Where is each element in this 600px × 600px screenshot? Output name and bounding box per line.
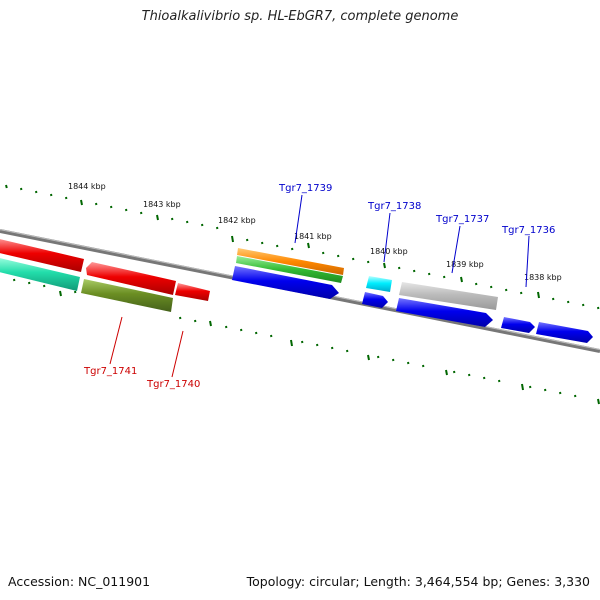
gene-teal-left[interactable] bbox=[0, 257, 80, 291]
tick-label-1839: 1839 kbp bbox=[446, 260, 484, 269]
leader-tgr7-1741 bbox=[109, 316, 123, 365]
leader-tgr7-1737 bbox=[451, 225, 461, 274]
tick-label-1844: 1844 kbp bbox=[68, 182, 106, 191]
outer-major-tick bbox=[80, 199, 83, 206]
inner-tick-track bbox=[13, 278, 600, 405]
inner-major-tick bbox=[367, 354, 370, 361]
tick-label-1841: 1841 kbp bbox=[294, 232, 332, 241]
outer-major-tick bbox=[460, 276, 463, 283]
gene-tgr7-1738-body[interactable] bbox=[366, 276, 392, 292]
leader-tgr7-1736 bbox=[525, 235, 530, 288]
tick-label-1838: 1838 kbp bbox=[524, 273, 562, 282]
inner-major-tick bbox=[597, 398, 600, 405]
outer-major-tick bbox=[307, 242, 310, 249]
leader-tgr7-1740 bbox=[171, 330, 184, 378]
gene-blue-small[interactable] bbox=[362, 292, 388, 308]
gene-green[interactable] bbox=[236, 256, 343, 283]
tick-label-1842: 1842 kbp bbox=[218, 216, 256, 225]
gene-orange[interactable] bbox=[237, 248, 344, 275]
gene-tgr7-1740-body[interactable] bbox=[81, 279, 173, 312]
label-tgr7-1740[interactable]: Tgr7_1740 bbox=[146, 379, 200, 390]
inner-major-tick bbox=[209, 320, 212, 327]
genome-summary-text: Topology: circular; Length: 3,464,554 bp… bbox=[246, 574, 590, 589]
label-tgr7-1737[interactable]: Tgr7_1737 bbox=[435, 214, 489, 225]
tick-label-1843: 1843 kbp bbox=[143, 200, 181, 209]
gene-tgr7-1739-body[interactable] bbox=[232, 266, 339, 299]
gene-blue-right-1[interactable] bbox=[396, 298, 493, 327]
gene-red-upper-left[interactable] bbox=[0, 238, 84, 272]
inner-major-tick bbox=[59, 290, 62, 297]
outer-major-tick bbox=[156, 214, 159, 221]
outer-major-tick bbox=[231, 235, 234, 243]
gene-tgr7-1741-body[interactable] bbox=[86, 262, 176, 295]
outer-tick-track bbox=[5, 184, 600, 310]
label-tgr7-1741[interactable]: Tgr7_1741 bbox=[83, 366, 137, 377]
gene-red-small[interactable] bbox=[175, 283, 210, 301]
inner-major-tick bbox=[290, 339, 293, 347]
leader-tgr7-1739 bbox=[294, 194, 303, 244]
accession-text: Accession: NC_011901 bbox=[8, 574, 151, 589]
outer-major-tick bbox=[383, 262, 386, 269]
inner-major-tick bbox=[521, 383, 524, 391]
gene-blue-right-2[interactable] bbox=[536, 322, 593, 343]
map-title: Thioalkalivibrio sp. HL-EbGR7, complete … bbox=[141, 9, 459, 24]
gene-tgr7-1737-body[interactable] bbox=[399, 282, 498, 310]
inner-major-tick bbox=[445, 369, 448, 376]
outer-major-tick bbox=[537, 291, 540, 299]
leader-tgr7-1738 bbox=[383, 212, 391, 263]
outer-minor-tick bbox=[5, 184, 8, 189]
label-tgr7-1736[interactable]: Tgr7_1736 bbox=[501, 225, 555, 236]
label-tgr7-1739[interactable]: Tgr7_1739 bbox=[278, 183, 332, 194]
label-tgr7-1738[interactable]: Tgr7_1738 bbox=[367, 201, 421, 212]
gene-tgr7-1736-body[interactable] bbox=[501, 317, 535, 333]
tick-label-1840: 1840 kbp bbox=[370, 247, 408, 256]
